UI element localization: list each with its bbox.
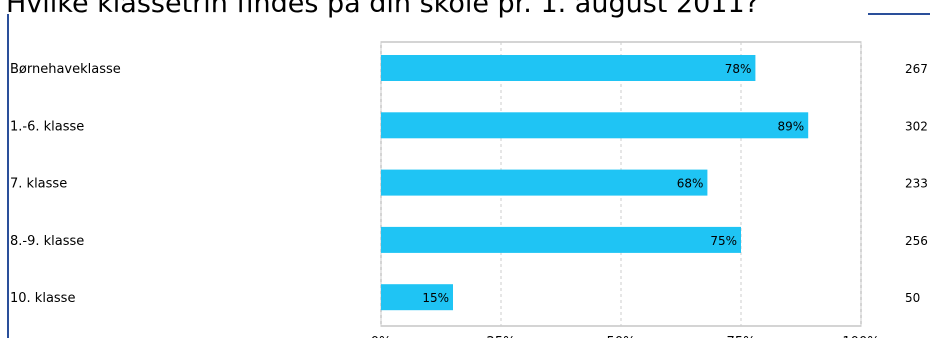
category-label: Børnehaveklasse [10, 62, 121, 77]
value-label: 75% [710, 234, 737, 248]
bar [381, 55, 756, 81]
x-tick-label: 75% [727, 335, 756, 338]
category-label: 8.-9. klasse [10, 234, 84, 249]
category-label: 10. klasse [10, 291, 75, 306]
count-label: 233 [905, 177, 928, 191]
bar [381, 284, 453, 311]
count-label: 267 [905, 62, 928, 76]
count-label: 256 [905, 234, 928, 248]
x-tick-label: 0% [371, 335, 392, 338]
x-tick-label: 50% [607, 335, 636, 338]
value-label: 68% [677, 177, 704, 191]
x-tick-label: 100% [842, 335, 879, 338]
category-label: 1.-6. klasse [10, 119, 84, 134]
value-label: 15% [422, 291, 449, 305]
value-label: 78% [725, 62, 752, 76]
bar [381, 226, 741, 253]
chart-title: Hvilke klassetrin findes på din skole pr… [6, 0, 759, 19]
value-label: 89% [778, 119, 805, 133]
category-label: 7. klasse [10, 177, 67, 192]
bar [381, 169, 708, 196]
bar [381, 112, 809, 139]
count-label: 50 [905, 291, 920, 305]
x-tick-label: 25% [487, 335, 516, 338]
count-label: 302 [905, 119, 928, 133]
